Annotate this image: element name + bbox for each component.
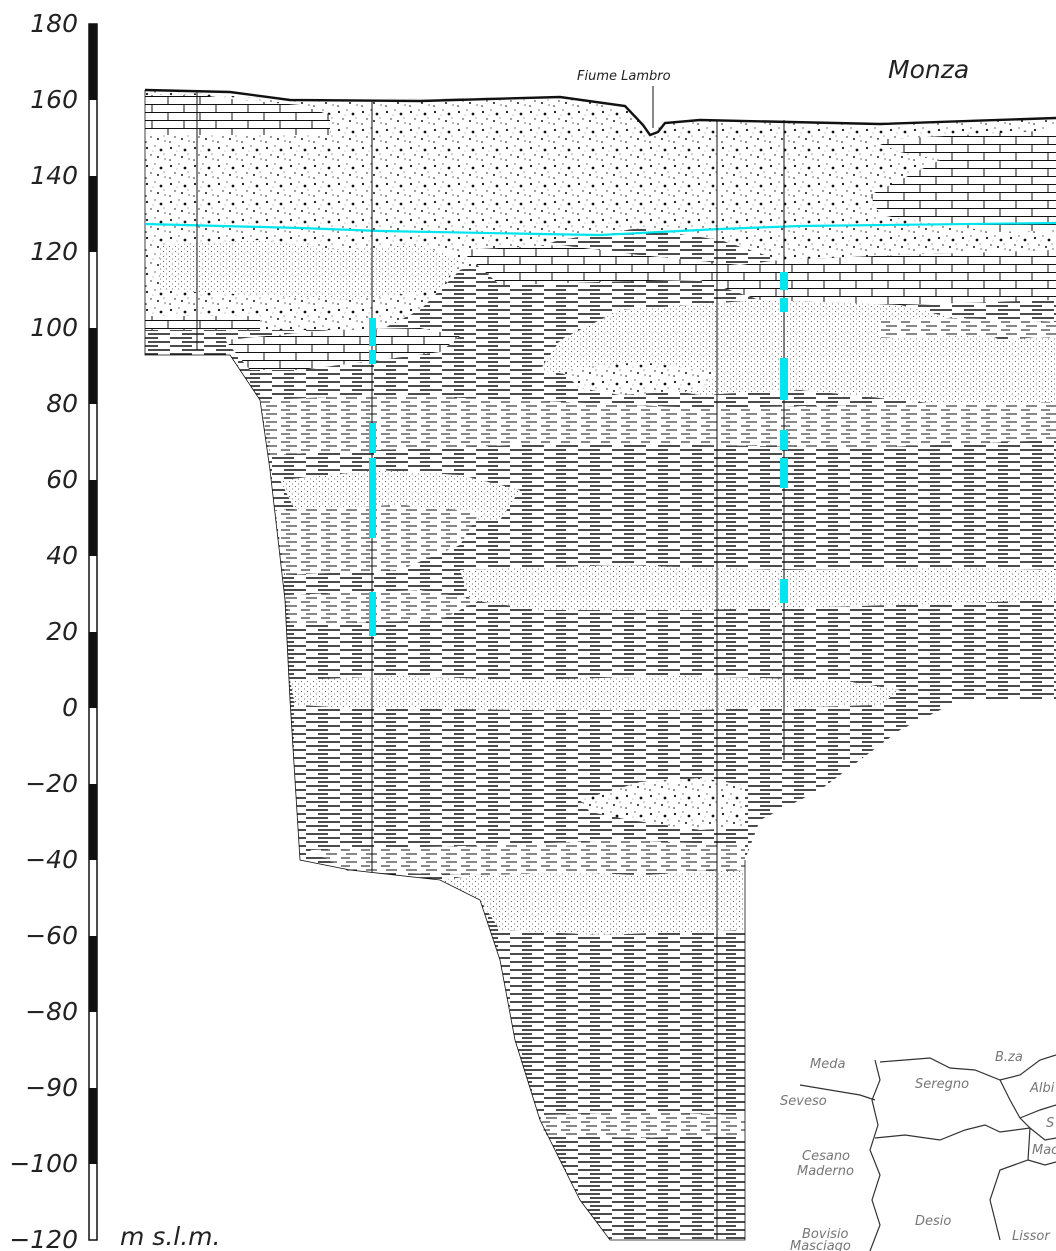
well-screen [369, 318, 376, 346]
conglomerate-lens [870, 130, 1056, 232]
silt-unit [540, 1112, 745, 1138]
inset-place-seveso: Seveso [780, 1094, 827, 1109]
tick-label: 160 [30, 85, 78, 114]
well-screen [369, 592, 376, 636]
tick-label: −40 [25, 845, 78, 874]
silt-unit [880, 318, 1056, 338]
tick-label: 100 [30, 313, 78, 342]
tick-label: −60 [25, 921, 78, 950]
tick-label: −90 [25, 1073, 78, 1102]
inset-place-desio: Desio [915, 1214, 951, 1229]
tick-label: 40 [46, 541, 78, 570]
gravel-lens [580, 778, 745, 830]
sand-lens [440, 870, 745, 935]
tick-label: 140 [30, 161, 78, 190]
well-screen [780, 358, 788, 400]
sand-lens [160, 240, 460, 300]
section-body [144, 90, 1056, 1241]
inset-place-s: S [1046, 1116, 1054, 1131]
conglomerate-lens [145, 316, 260, 330]
well-screens [369, 272, 788, 636]
tick-label: 80 [46, 389, 78, 418]
inset-place-maderno: Maderno [797, 1164, 854, 1179]
inset-place-bza: B.za [995, 1050, 1023, 1065]
tick-label: 180 [30, 9, 78, 38]
inset-place-albi: Albi [1029, 1081, 1055, 1096]
silt-unit [260, 395, 1056, 455]
tick-label: 60 [46, 465, 78, 494]
tick-label: 120 [30, 237, 78, 266]
well-screen [780, 272, 788, 290]
gravel-lens [560, 362, 720, 395]
town-label: Monza [888, 55, 969, 84]
tick-label: 20 [46, 617, 78, 646]
conglomerate-lens [225, 328, 460, 370]
tick-label: −80 [25, 997, 78, 1026]
well-screen [780, 430, 788, 450]
inset-place-masciago: Masciago [790, 1239, 851, 1251]
tick-label: −20 [25, 769, 78, 798]
inset-place-bovisio: Bovisio [802, 1227, 849, 1242]
sand-lens [290, 676, 900, 710]
section-outline [144, 90, 746, 1241]
water-table-line [144, 221, 1056, 237]
well-screen [369, 350, 376, 364]
inset-location-map: Meda B.za Albi Seregno Seveso S Mac Cesa… [775, 1040, 1056, 1251]
silt-unit [285, 590, 480, 625]
elevation-unit-label: m s.l.m. [120, 1222, 220, 1251]
silt-unit [310, 840, 745, 875]
inset-place-seregno: Seregno [915, 1077, 969, 1092]
elevation-scale-bar [88, 23, 98, 1241]
tick-label: 0 [62, 693, 78, 722]
well-screen [780, 458, 788, 488]
inset-place-cesano: Cesano [802, 1149, 850, 1164]
sand-lens [460, 565, 1056, 610]
ground-surface [144, 88, 1056, 137]
well-screen [780, 579, 788, 603]
well-screen [369, 458, 376, 538]
well-screen [369, 423, 376, 453]
inset-place-mac: Mac [1032, 1143, 1056, 1158]
tick-label: −100 [9, 1149, 78, 1178]
river-label: Fiume Lambro [577, 69, 671, 84]
tick-label: −120 [9, 1225, 78, 1251]
well-screen [780, 298, 788, 312]
inset-place-meda: Meda [810, 1057, 845, 1072]
silt-unit [275, 505, 480, 575]
elevation-tick-labels: 180 160 140 120 100 80 60 40 20 0 −20 −4… [9, 9, 78, 1251]
conglomerate-lens [460, 245, 1056, 305]
conglomerate-lens [145, 95, 330, 135]
inset-place-lissor: Lissor [1012, 1229, 1051, 1244]
